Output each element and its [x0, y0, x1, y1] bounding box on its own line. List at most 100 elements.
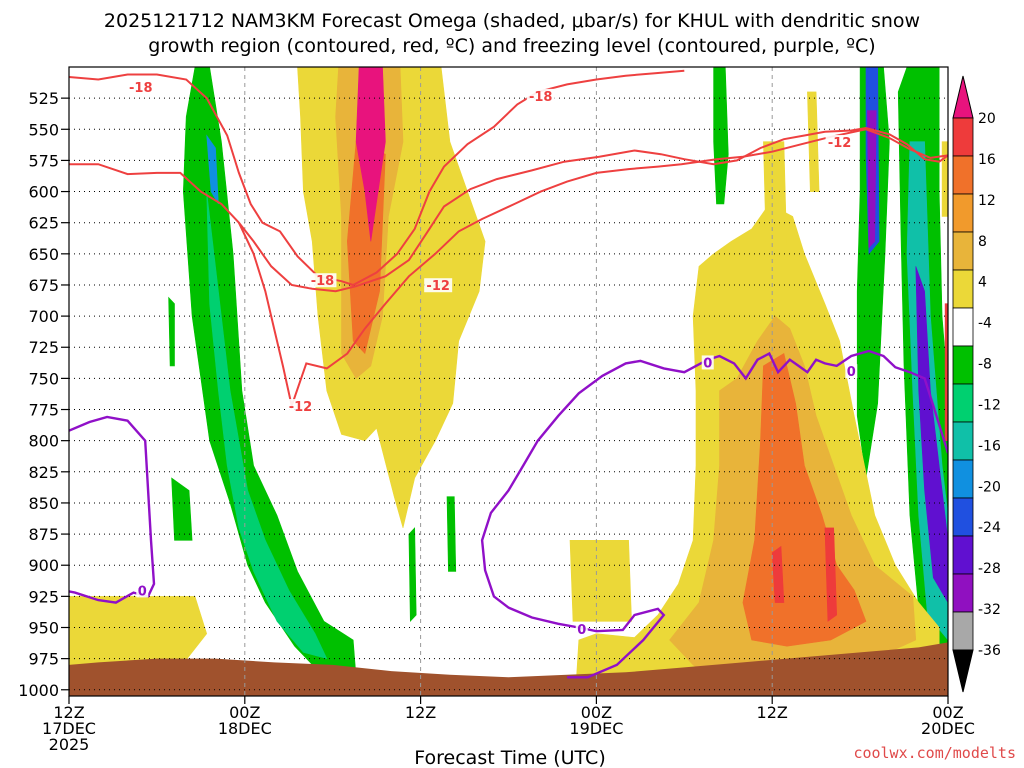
red-contour-label-3: -12	[426, 279, 450, 294]
y-tick-label-10: 775	[28, 401, 59, 420]
red-contour-label-5: -12	[828, 136, 852, 151]
y-tick-label-4: 625	[28, 214, 59, 233]
colorbar-bottom-arrow	[952, 649, 974, 693]
colorbar-segment-0	[952, 117, 974, 157]
credit-text: coolwx.com/modelts	[853, 744, 1016, 762]
red-contour-label-bg-5	[825, 134, 854, 149]
omega-region-23	[569, 539, 632, 622]
colorbar-segment-8	[952, 421, 974, 461]
plot-area: -18 -18 -18 -12 -12 -12 0 0 0 0	[68, 66, 949, 697]
omega-region-10	[867, 110, 877, 249]
y-axis-ticks: 525 550 575 600 625 650 675 700 725 750 775 800 825 8…	[18, 89, 69, 700]
x-tick-label-5-1: 00Z	[932, 703, 963, 722]
omega-region-4	[168, 296, 175, 367]
x-tick-label-4-1: 12Z	[757, 703, 788, 722]
colorbar-segment-11	[952, 535, 974, 575]
omega-region-24	[763, 141, 788, 255]
omega-region-5	[446, 496, 457, 572]
red-contour-2	[237, 128, 948, 410]
x-tick-label-0-3: 2025	[49, 735, 90, 754]
y-tick-label-13: 850	[28, 494, 59, 513]
omega-region-3	[171, 477, 193, 541]
colorbar-segment-13	[952, 611, 974, 651]
colorbar-segment-4	[952, 269, 974, 309]
purple-contour-label-2: 0	[703, 356, 712, 371]
y-tick-label-0: 525	[28, 89, 59, 108]
omega-region-7	[713, 67, 729, 205]
colorbar-segment-2	[952, 193, 974, 233]
omega-region-2	[206, 134, 219, 205]
colorbar-label-2: 12	[978, 193, 996, 209]
plot-frame	[68, 66, 949, 697]
colorbar-label-12: -32	[978, 602, 1001, 618]
purple-contour-label-1: 0	[577, 623, 586, 638]
red-contour-label-1: -18	[529, 90, 553, 105]
colorbar-segment-5	[952, 307, 974, 347]
chart-title-line-2: growth region (contoured, red, ºC) and f…	[148, 35, 875, 57]
colorbar-label-13: -36	[978, 643, 1001, 659]
omega-region-22	[771, 545, 785, 603]
colorbar-segment-1	[952, 155, 974, 195]
colorbar-label-3: 8	[978, 234, 987, 250]
x-tick-label-2-1: 12Z	[405, 703, 436, 722]
colorbar-segment-10	[952, 497, 974, 537]
purple-contour-label-bg-2	[701, 355, 714, 370]
y-tick-label-3: 600	[28, 183, 59, 202]
omega-region-1	[206, 191, 328, 660]
x-tick-label-0-1: 12Z	[53, 703, 84, 722]
y-tick-label-14: 875	[28, 525, 59, 544]
colorbar-label-10: -24	[978, 520, 1001, 536]
purple-contour-label-bg-0	[136, 583, 149, 598]
colorbar-label-6: -8	[978, 357, 992, 373]
colorbar-segment-9	[952, 459, 974, 499]
y-tick-label-2: 575	[28, 151, 59, 170]
red-contour-label-bg-1	[526, 88, 555, 103]
x-tick-label-3-2: 19DEC	[569, 719, 623, 738]
omega-region-8	[856, 67, 890, 479]
omega-region-13	[915, 266, 948, 604]
purple-contour-label-3: 0	[847, 365, 856, 380]
y-tick-label-1: 550	[28, 120, 59, 139]
x-axis-label: Forecast Time (UTC)	[414, 747, 605, 768]
colorbar-segment-7	[952, 383, 974, 423]
colorbar-label-0: 20	[978, 111, 996, 127]
colorbar-label-9: -20	[978, 479, 1001, 495]
colorbar-top-arrow	[952, 75, 974, 119]
y-tick-label-9: 750	[28, 369, 59, 388]
colorbar-label-11: -28	[978, 561, 1001, 577]
red-contour-label-2: -18	[311, 274, 335, 289]
x-tick-label-5-2: 20DEC	[921, 719, 975, 738]
x-tick-label-1-2: 18DEC	[218, 719, 272, 738]
y-tick-label-11: 800	[28, 432, 59, 451]
purple-contour-label-bg-3	[845, 364, 858, 379]
omega-region-6	[408, 527, 417, 623]
colorbar-label-5: -4	[978, 316, 992, 332]
red-contour-label-bg-4	[286, 399, 315, 414]
colorbar-label-8: -16	[978, 438, 1001, 454]
omega-region-28	[944, 303, 948, 442]
colorbar-segment-6	[952, 345, 974, 385]
x-tick-label-3-1: 00Z	[581, 703, 612, 722]
red-contour-label-bg-3	[424, 278, 453, 293]
y-tick-label-19: 1000	[18, 681, 59, 700]
red-contour-label-0: -18	[129, 81, 153, 96]
purple-contour-label-0: 0	[138, 584, 147, 599]
red-contour-label-4: -12	[289, 400, 313, 415]
purple-contour-0	[69, 415, 156, 604]
y-tick-label-17: 950	[28, 618, 59, 637]
red-contour-label-bg-2	[308, 273, 337, 288]
omega-region-27	[941, 141, 948, 217]
y-tick-label-5: 650	[28, 245, 59, 264]
terrain-fill	[69, 642, 948, 696]
omega-region-21	[824, 527, 838, 622]
colorbar-label-7: -12	[978, 397, 1001, 413]
colorbar: 20 16 12 8 4 -4 -8 -12 -16 -20 -24 -28 -32 -36	[952, 75, 1001, 693]
x-tick-label-1-1: 00Z	[229, 703, 260, 722]
y-tick-label-8: 725	[28, 338, 59, 357]
colorbar-segment-12	[952, 573, 974, 613]
red-contour-1	[69, 126, 948, 293]
colorbar-label-1: 16	[978, 152, 996, 168]
y-tick-label-6: 675	[28, 276, 59, 295]
